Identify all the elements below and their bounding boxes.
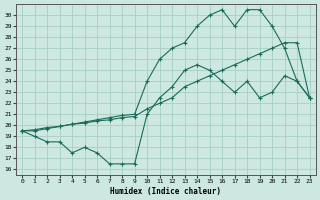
X-axis label: Humidex (Indice chaleur): Humidex (Indice chaleur) [110, 187, 221, 196]
